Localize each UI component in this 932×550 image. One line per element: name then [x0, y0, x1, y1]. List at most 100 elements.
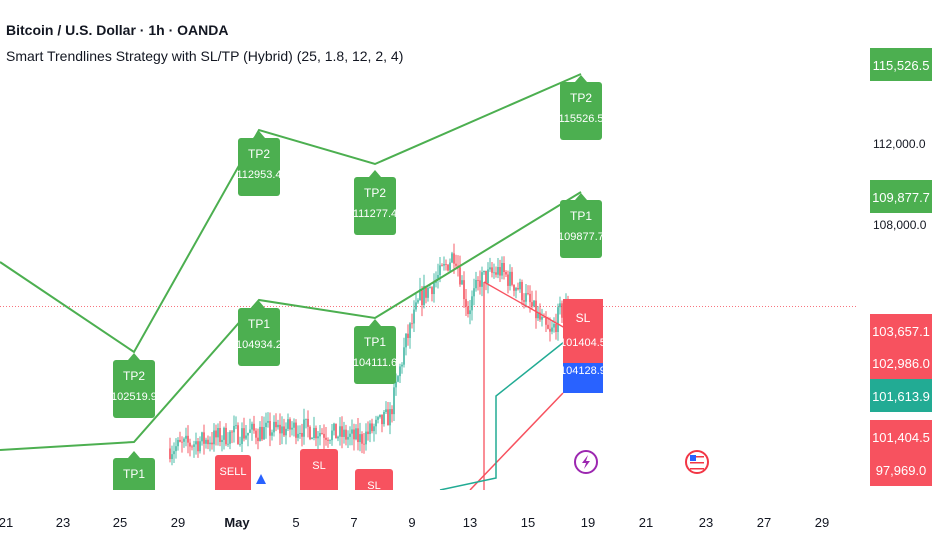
- candle-body: [491, 267, 493, 273]
- candle-body: [501, 263, 503, 276]
- candle-body: [297, 433, 299, 438]
- time-tick-label: 29: [171, 515, 185, 530]
- price-badge-box: [870, 420, 932, 453]
- candle-body: [533, 300, 535, 307]
- candle-body: [443, 264, 445, 266]
- price-badge-text: 101,613.9: [872, 389, 930, 404]
- tp-label-box: [354, 177, 396, 235]
- sl-box-value: 101404.5: [560, 337, 606, 349]
- candle-body: [299, 432, 301, 434]
- candle-body: [437, 275, 439, 280]
- tp-label-tp2[interactable]: TP2 111277.4: [353, 170, 397, 235]
- tp-label-pointer: [128, 353, 140, 360]
- lightning-icon-bolt: [582, 455, 590, 469]
- candle-body: [553, 323, 555, 328]
- price-tick-label: 108,000.0: [873, 218, 927, 232]
- time-tick-label: May: [224, 515, 250, 530]
- signal-label-text: SL: [367, 480, 380, 492]
- candle-body: [419, 289, 421, 301]
- price-badge[interactable]: 97,969.0: [870, 453, 932, 486]
- tp-label-tp2[interactable]: TP2 112953.4: [236, 131, 282, 196]
- tp-label-pointer: [369, 170, 381, 177]
- price-badge[interactable]: 115,526.5: [870, 48, 932, 81]
- candle-body: [289, 419, 291, 430]
- lightning-event-icon[interactable]: [574, 450, 598, 474]
- price-badge-box: [870, 180, 932, 213]
- candle-body: [263, 427, 265, 440]
- candle-body: [327, 439, 329, 441]
- candle-body: [269, 421, 271, 436]
- candle-body: [379, 414, 381, 418]
- candle-body: [555, 323, 557, 333]
- price-badge[interactable]: 101,613.9: [870, 379, 932, 412]
- tp-label-value: 111277.4: [353, 208, 397, 220]
- tp-label-pointer: [369, 319, 381, 326]
- candle-body: [381, 414, 383, 425]
- candle-body: [169, 448, 171, 460]
- signal-label-sl[interactable]: SL: [355, 469, 393, 514]
- tp2-connect-line: [0, 73, 582, 354]
- price-badge-box: [870, 379, 932, 412]
- signal-label-sell[interactable]: SELL: [215, 455, 251, 500]
- tp-label-tp1[interactable]: TP1 104934.2: [236, 301, 282, 366]
- candle-body: [509, 271, 511, 286]
- tp-label-value: 112953.4: [236, 169, 281, 181]
- candle-body: [531, 302, 533, 307]
- candle-body: [231, 431, 233, 433]
- candle-body: [537, 312, 539, 319]
- candle-body: [201, 432, 203, 442]
- candle-body: [497, 267, 499, 275]
- candle-body: [265, 422, 267, 428]
- candle-body: [249, 429, 251, 433]
- entry-box-value: 104128.9: [560, 365, 606, 377]
- candle-body: [281, 426, 283, 434]
- candle-body: [431, 287, 433, 295]
- candle-body: [513, 284, 515, 291]
- indicator-legend[interactable]: Smart Trendlines Strategy with SL/TP (Hy…: [6, 48, 404, 64]
- price-badge-text: 101,404.5: [872, 430, 930, 445]
- signal-label-sl[interactable]: SL: [300, 449, 338, 494]
- tp-label-value: 102519.9: [111, 391, 157, 403]
- candle-body: [221, 439, 223, 443]
- candle-body: [495, 272, 497, 275]
- candle-body: [479, 280, 481, 287]
- tp-label-value: 104934.2: [236, 339, 282, 351]
- tp-label-tp2[interactable]: TP2 102519.9: [111, 353, 157, 418]
- tp-label-value: 109877.7: [558, 231, 604, 243]
- candle-body: [335, 423, 337, 439]
- candle-body: [473, 288, 475, 297]
- us-flag-event-icon[interactable]: [685, 450, 709, 474]
- price-badge[interactable]: 101,404.5: [870, 420, 932, 453]
- signal-label-box: [355, 469, 393, 490]
- candle-body: [179, 439, 181, 442]
- candle-body: [423, 286, 425, 306]
- candle-body: [267, 421, 269, 423]
- candle-body: [219, 427, 221, 443]
- candle-body: [209, 442, 211, 445]
- tp-label-tp1[interactable]: TP1: [113, 451, 155, 498]
- flag-icon-stripe: [690, 462, 704, 464]
- price-badge[interactable]: 103,657.1: [870, 314, 932, 347]
- candle-body: [451, 253, 453, 263]
- tp-label-tp1[interactable]: TP1 109877.7: [558, 193, 604, 258]
- candle-body: [461, 280, 463, 285]
- price-badge-text: 115,526.5: [873, 58, 930, 73]
- candle-body: [421, 289, 423, 306]
- green-trend-line: [439, 333, 575, 490]
- price-badge[interactable]: 109,877.7: [870, 180, 932, 213]
- candle-body: [409, 323, 411, 338]
- candle-body: [323, 433, 325, 438]
- tp-label-tp2[interactable]: TP2 115526.5: [558, 75, 604, 140]
- flag-icon-canton: [690, 455, 696, 461]
- candle-body: [185, 435, 187, 439]
- sl-box[interactable]: SL 101404.5 104128.9: [560, 299, 606, 393]
- tp-label-tp1[interactable]: TP1 104111.6: [353, 319, 397, 384]
- price-badge[interactable]: 102,986.0: [870, 346, 932, 379]
- candle-body: [187, 435, 189, 443]
- candle-body: [301, 432, 303, 437]
- candle-body: [259, 426, 261, 442]
- candle-body: [337, 436, 339, 439]
- symbol-title[interactable]: Bitcoin / U.S. Dollar · 1h · OANDA: [6, 22, 229, 38]
- candle-body: [279, 424, 281, 434]
